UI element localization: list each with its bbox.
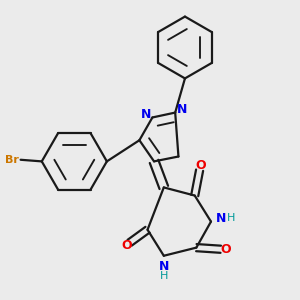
- Text: H: H: [227, 213, 236, 223]
- Text: Br: Br: [5, 155, 19, 165]
- Text: N: N: [177, 103, 188, 116]
- Text: N: N: [216, 212, 226, 226]
- Text: N: N: [141, 108, 152, 121]
- Text: O: O: [121, 239, 132, 252]
- Text: O: O: [195, 159, 206, 172]
- Text: N: N: [159, 260, 170, 273]
- Text: O: O: [220, 243, 231, 256]
- Text: H: H: [160, 271, 169, 281]
